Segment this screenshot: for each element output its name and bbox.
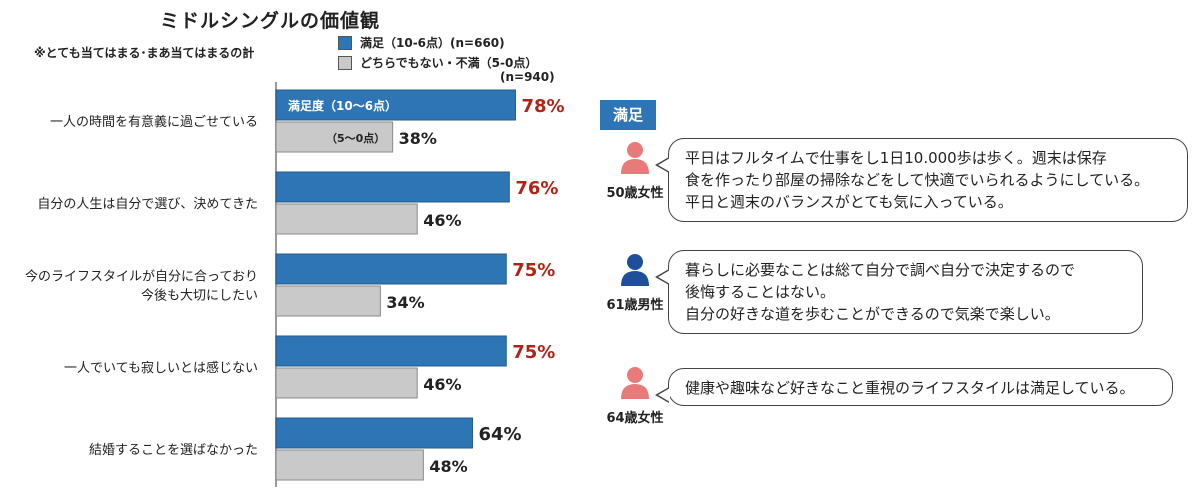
category-label: 今後も大切にしたい xyxy=(141,288,258,304)
category-label: 一人でいても寂しいとは感じない xyxy=(64,360,258,376)
comment-line: 自分の好きな道を歩むことができるので気楽で楽しい。 xyxy=(685,305,1060,323)
bar-chart: 一人の時間を有意義に過ごせている 78% 38% 満足度（10〜6点） （5〜0点） 自分… xyxy=(25,89,565,481)
commenter: 64歳女性 xyxy=(590,363,680,426)
legend-label-satisfied: 満足（10-6点）(n=660) xyxy=(360,36,505,50)
commenter-name: 61歳男性 xyxy=(606,298,664,313)
bar-neutral xyxy=(275,121,394,153)
female-person-icon xyxy=(621,142,649,174)
value-label-satisfied: 64% xyxy=(478,424,521,445)
comment-line: 後悔することはない。 xyxy=(685,283,836,301)
value-label-satisfied: 76% xyxy=(515,178,558,199)
comment-line: 平日はフルタイムで仕事をし1日10.000歩は歩く。週末は保存 xyxy=(685,149,1107,167)
category-label: 一人の時間を有意義に過ごせている xyxy=(50,114,258,130)
commenter-name: 50歳女性 xyxy=(606,186,664,201)
comment-bubble: 暮らしに必要なことは総て自分で調べ自分で決定するので 後悔することはない。自分の好… xyxy=(655,250,1143,334)
comment-line: 平日と週末のバランスがとても気に入っている。 xyxy=(685,193,1013,211)
comment-bubble: 平日はフルタイムで仕事をし1日10.000歩は歩く。週末は保存食を作ったり部屋の… xyxy=(655,138,1188,222)
commenter-name: 64歳女性 xyxy=(606,411,664,426)
comment-line: 食を作ったり部屋の掃除などをして快適でいられるようにしている。 xyxy=(685,171,1150,189)
value-label-satisfied: 75% xyxy=(512,260,555,281)
chart-title: ミドルシングルの価値観 xyxy=(160,10,381,32)
comment-line: 健康や趣味など好きなこと重視のライフスタイルは満足している。 xyxy=(685,379,1135,397)
commenter: 50歳女性 xyxy=(590,138,680,201)
category-label: 結婚することを選ばなかった xyxy=(89,443,258,458)
bar-neutral xyxy=(275,449,424,481)
bar-neutral xyxy=(275,203,418,235)
female-person-icon xyxy=(621,367,649,399)
category-label: 自分の人生は自分で選び、決めてきた xyxy=(37,197,258,212)
bar-neutral xyxy=(275,285,381,317)
bar-satisfied xyxy=(275,417,473,449)
category-label: 今のライフスタイルが自分に合っており xyxy=(25,269,258,285)
value-label-neutral: 48% xyxy=(429,457,467,476)
comment-bubble: 健康や趣味など好きなこと重視のライフスタイルは満足している。 xyxy=(655,368,1173,406)
bar-satisfied xyxy=(275,89,516,121)
value-label-satisfied: 78% xyxy=(521,96,564,117)
bar-satisfied xyxy=(275,253,507,285)
value-label-satisfied: 75% xyxy=(512,342,555,363)
legend-label-neutral: どちらでもない・不満（5-0点） xyxy=(360,56,538,70)
chart-note: ※とても当てはまる･まあ当てはまるの計 xyxy=(34,46,255,60)
bar-neutral xyxy=(275,367,418,399)
legend-swatch-satisfied xyxy=(338,36,352,50)
inbar-label-satisfied: 満足度（10〜6点） xyxy=(288,98,397,113)
bar-satisfied xyxy=(275,171,510,203)
comment-line: 暮らしに必要なことは総て自分で調べ自分で決定するので xyxy=(685,261,1076,279)
bar-satisfied xyxy=(275,335,507,367)
commenter: 61歳男性 xyxy=(590,250,680,313)
legend-swatch-neutral xyxy=(338,56,352,70)
male-person-icon xyxy=(621,254,649,286)
value-label-neutral: 46% xyxy=(423,375,461,394)
value-label-neutral: 38% xyxy=(399,129,437,148)
inbar-label-neutral: （5〜0点） xyxy=(326,131,385,145)
satisfied-badge: 満足 xyxy=(600,100,656,130)
legend-n-neutral: (n=940) xyxy=(500,70,555,84)
value-label-neutral: 46% xyxy=(423,211,461,230)
value-label-neutral: 34% xyxy=(386,293,424,312)
